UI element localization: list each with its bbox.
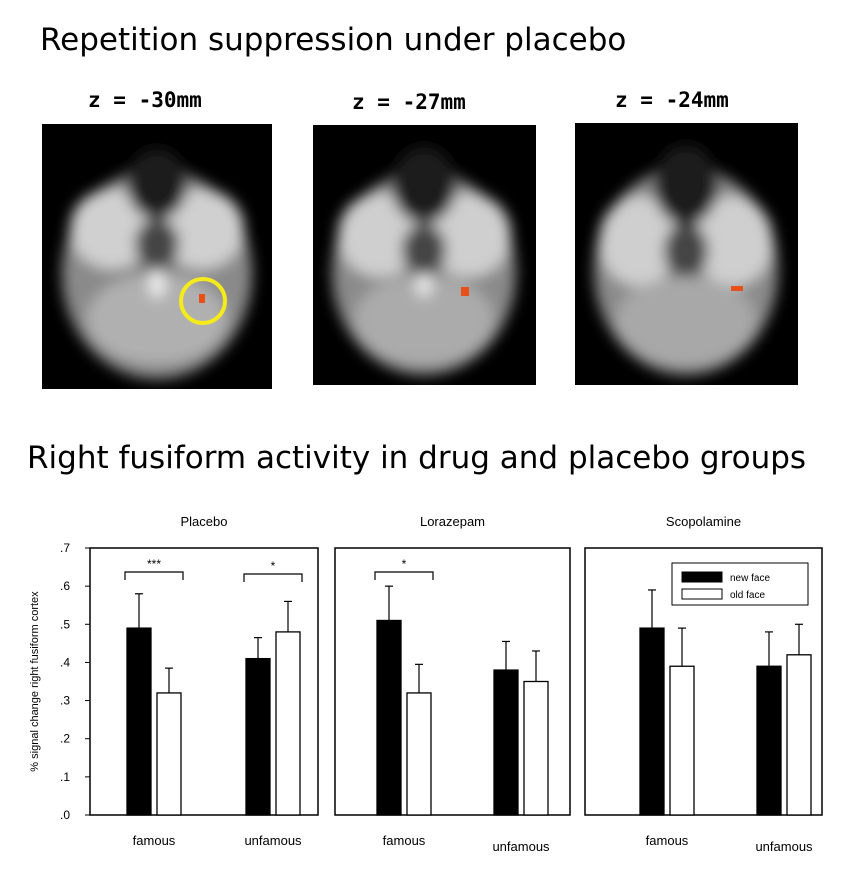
bar-new-face <box>126 627 152 816</box>
y-tick-label: .4 <box>60 655 70 669</box>
plot-frame <box>334 547 571 816</box>
brain-scan-z-30 <box>42 124 272 389</box>
bar-new-face <box>493 669 519 816</box>
category-label: unfamous <box>755 839 813 854</box>
brain-scan-image <box>332 147 516 375</box>
significance-bracket <box>374 571 434 580</box>
chart-title: Lorazepam <box>420 514 485 529</box>
legend-swatch-new-face <box>681 571 723 583</box>
slice-label-z-27: z = -27mm <box>352 90 466 114</box>
bar-old-face <box>406 692 432 816</box>
bar-old-face <box>156 692 182 816</box>
significance-bracket <box>243 573 303 582</box>
plot-frame <box>89 547 319 816</box>
brain-scan-image <box>594 145 778 375</box>
category-label: famous <box>646 833 689 848</box>
brain-scan-z-27 <box>313 125 536 385</box>
category-label: unfamous <box>492 839 550 854</box>
significance-marker: *** <box>147 557 161 571</box>
legend-label: new face <box>730 573 770 584</box>
chart-title: Scopolamine <box>666 514 741 529</box>
bar-old-face <box>786 654 812 816</box>
category-label: famous <box>133 833 176 848</box>
highlight-circle <box>179 277 227 325</box>
legend-swatch-old-face <box>681 588 723 600</box>
bar-old-face <box>275 631 301 816</box>
bar-old-face <box>523 680 549 816</box>
slice-label-z-24: z = -24mm <box>615 88 729 112</box>
significance-marker: * <box>271 559 276 573</box>
bar-new-face <box>756 665 782 816</box>
top-heading: Repetition suppression under placebo <box>40 22 627 58</box>
brain-scan-image <box>62 149 252 379</box>
bottom-heading: Right fusiform activity in drug and plac… <box>27 440 807 476</box>
y-axis-label: % signal change right fusiform cortex <box>29 591 41 772</box>
y-tick-label: .7 <box>60 541 70 555</box>
activation-blob <box>731 286 743 291</box>
category-label: unfamous <box>244 833 302 848</box>
y-tick-label: .2 <box>60 732 70 746</box>
bar-new-face <box>245 657 271 816</box>
bar-new-face <box>376 619 402 816</box>
y-tick-label: .3 <box>60 694 70 708</box>
chart-title: Placebo <box>181 514 228 529</box>
plot-frame <box>584 547 823 816</box>
y-tick-label: .0 <box>60 808 70 822</box>
y-tick-label: .1 <box>60 770 70 784</box>
y-tick-label: .5 <box>60 617 70 631</box>
brain-scan-z-24 <box>575 123 798 385</box>
significance-marker: * <box>402 557 407 571</box>
activation-blob <box>461 287 469 296</box>
slice-label-z-30: z = -30mm <box>88 88 202 112</box>
bar-old-face <box>669 665 695 816</box>
legend-label: old face <box>730 590 765 601</box>
category-label: famous <box>383 833 426 848</box>
y-tick-label: .6 <box>60 579 70 593</box>
bar-new-face <box>639 627 665 816</box>
activation-blob <box>199 294 205 303</box>
significance-bracket <box>124 571 184 580</box>
